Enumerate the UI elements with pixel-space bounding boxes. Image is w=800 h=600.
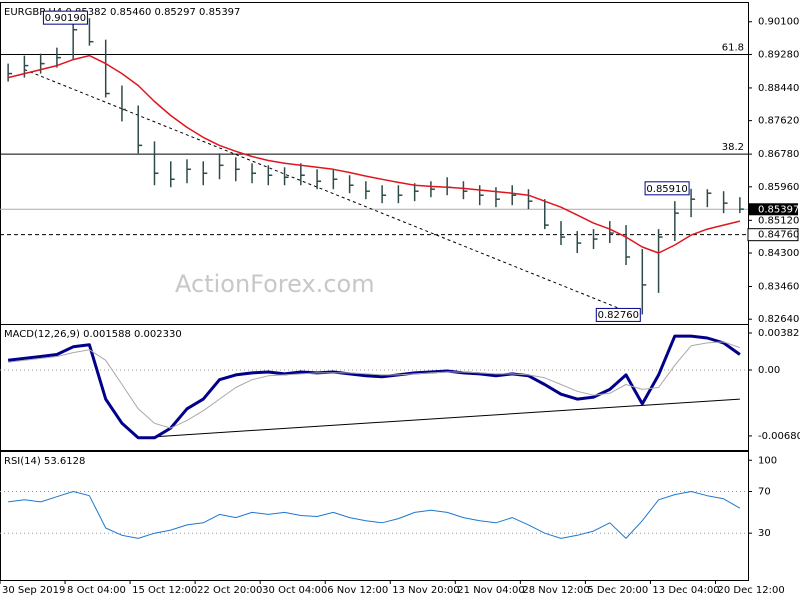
indicator-line [8, 341, 741, 429]
y-tick-label: 0.86780 [758, 149, 799, 160]
panel-frame [0, 451, 749, 581]
x-tick-label: 28 Nov 12:00 [522, 585, 589, 596]
y-tick-label: 0.83460 [758, 282, 799, 293]
x-tick-label: 22 Oct 20:00 [197, 585, 262, 596]
support-tag [747, 228, 799, 242]
y-tick-label: 0.84300 [758, 248, 799, 259]
trendline [24, 69, 635, 315]
fib-label: 61.8 [722, 42, 744, 53]
indicator-line [7, 334, 741, 440]
y-tick-label: 0.85960 [758, 182, 799, 193]
x-tick-label: 20 Dec 12:00 [717, 585, 784, 596]
annotation-label: 0.90190 [45, 13, 86, 24]
y-tick-label: 0.90100 [758, 17, 799, 28]
x-tick-label: 8 Oct 04:00 [67, 585, 126, 596]
y-tick-label: 0.89280 [758, 49, 799, 60]
x-tick-label: 21 Nov 04:00 [457, 585, 524, 596]
y-tick-label: 70 [758, 487, 771, 498]
x-tick-label: 5 Dec 20:00 [587, 585, 648, 596]
y-tick-label: 0.82640 [758, 314, 799, 325]
price-label: 0.85397 [758, 204, 799, 215]
annotation-box [595, 307, 641, 322]
support-label: 0.84760 [758, 230, 799, 241]
y-tick-label: 30 [758, 528, 771, 539]
y-tick-label: 0.88440 [758, 83, 799, 94]
x-tick-label: 6 Nov 12:00 [327, 585, 388, 596]
watermark: ActionForex.com [175, 270, 375, 298]
panel-title: MACD(12,26,9) 0.001588 0.002330 [4, 329, 182, 340]
price-tag [748, 203, 798, 216]
x-tick-label: 13 Nov 20:00 [392, 585, 459, 596]
annotation-box [644, 181, 690, 196]
annotation-box [42, 10, 88, 25]
y-tick-label: -0.006803 [758, 431, 800, 442]
panel-title: EURGBP,H4 0.85382 0.85460 0.85297 0.8539… [4, 7, 240, 18]
x-tick-label: 30 Oct 04:00 [262, 585, 327, 596]
fib-label: 38.2 [722, 142, 744, 153]
y-tick-label: 0.00382 [758, 328, 799, 339]
x-tick-label: 30 Sep 2019 [2, 585, 65, 596]
annotation-label: 0.85910 [646, 184, 687, 195]
y-tick-label: 100 [758, 455, 777, 466]
panel-frame [0, 324, 749, 451]
panel-title: RSI(14) 53.6128 [4, 456, 85, 467]
x-tick-label: 15 Oct 12:00 [132, 585, 197, 596]
x-tick-label: 13 Dec 04:00 [652, 585, 719, 596]
annotation-label: 0.82760 [598, 310, 639, 321]
indicator-line [8, 491, 741, 539]
y-tick-label: 0.87620 [758, 116, 799, 127]
trendline [138, 398, 740, 439]
y-tick-label: 0.00 [758, 365, 780, 376]
y-tick-label: 0.85120 [758, 215, 799, 226]
indicator-line [7, 54, 741, 254]
